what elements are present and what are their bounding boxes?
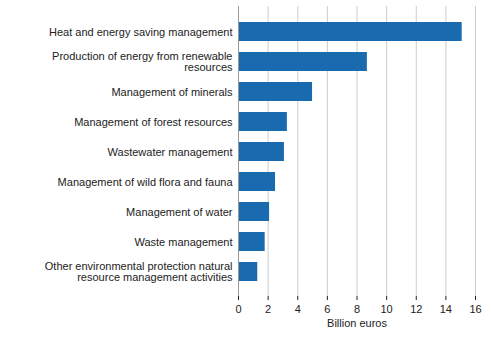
svg-text:8: 8 (354, 303, 360, 315)
svg-text:Management of water: Management of water (126, 206, 233, 218)
svg-text:Billion euros: Billion euros (327, 317, 387, 329)
svg-text:Management of forest resources: Management of forest resources (74, 116, 233, 128)
svg-text:2: 2 (265, 303, 271, 315)
svg-text:16: 16 (469, 303, 481, 315)
svg-text:Management of minerals: Management of minerals (111, 86, 233, 98)
svg-text:10: 10 (381, 303, 393, 315)
svg-text:Management of wild flora and f: Management of wild flora and fauna (58, 176, 234, 188)
svg-text:12: 12 (410, 303, 422, 315)
svg-text:Wastewater management: Wastewater management (108, 146, 233, 158)
svg-text:6: 6 (324, 303, 330, 315)
svg-text:Waste management: Waste management (134, 236, 232, 248)
svg-text:Production of energy from rene: Production of energy from renewableresou… (52, 50, 233, 73)
svg-text:14: 14 (440, 303, 452, 315)
svg-text:4: 4 (295, 303, 301, 315)
svg-text:0: 0 (235, 303, 241, 315)
svg-text:Heat and energy saving managem: Heat and energy saving management (49, 26, 232, 38)
svg-text:Other environmental protection: Other environmental protection naturalre… (45, 260, 233, 283)
